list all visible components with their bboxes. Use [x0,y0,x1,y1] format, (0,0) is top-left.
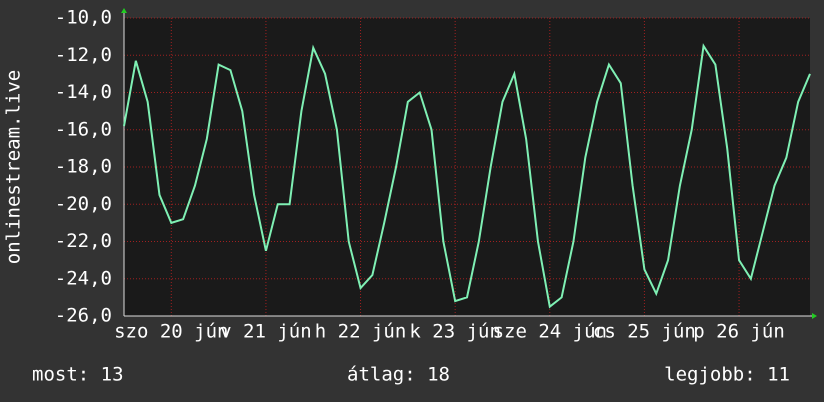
footer-current: most: 13 [32,364,124,386]
axis-arrow [812,313,817,319]
y-tick-label: -26,0 [55,305,112,327]
y-tick-label: -12,0 [55,44,112,66]
data-line [123,43,811,309]
x-tick-label: h 22 jún [315,321,407,343]
y-axis-label: onlinestream.live [3,70,25,264]
x-tick-label: v 21 jún [220,321,312,343]
y-tick-label: -10,0 [55,7,112,29]
x-tick-label: cs 25 jún [593,321,696,343]
footer-best: legjobb: 11 [664,364,790,386]
x-tick-label: sze 24 jún [493,321,607,343]
y-tick-label: -20,0 [55,193,112,215]
y-tick-label: -18,0 [55,156,112,178]
y-tick-label: -16,0 [55,118,112,140]
y-tick-label: -24,0 [55,267,112,289]
axis-arrow [121,8,127,13]
x-tick-label: p 26 jún [693,321,785,343]
x-tick-label: k 23 jún [409,321,501,343]
x-tick-label: szo 20 jún [114,321,228,343]
y-tick-label: -14,0 [55,81,112,103]
footer-average: átlag: 18 [347,364,450,386]
y-tick-label: -22,0 [55,230,112,252]
